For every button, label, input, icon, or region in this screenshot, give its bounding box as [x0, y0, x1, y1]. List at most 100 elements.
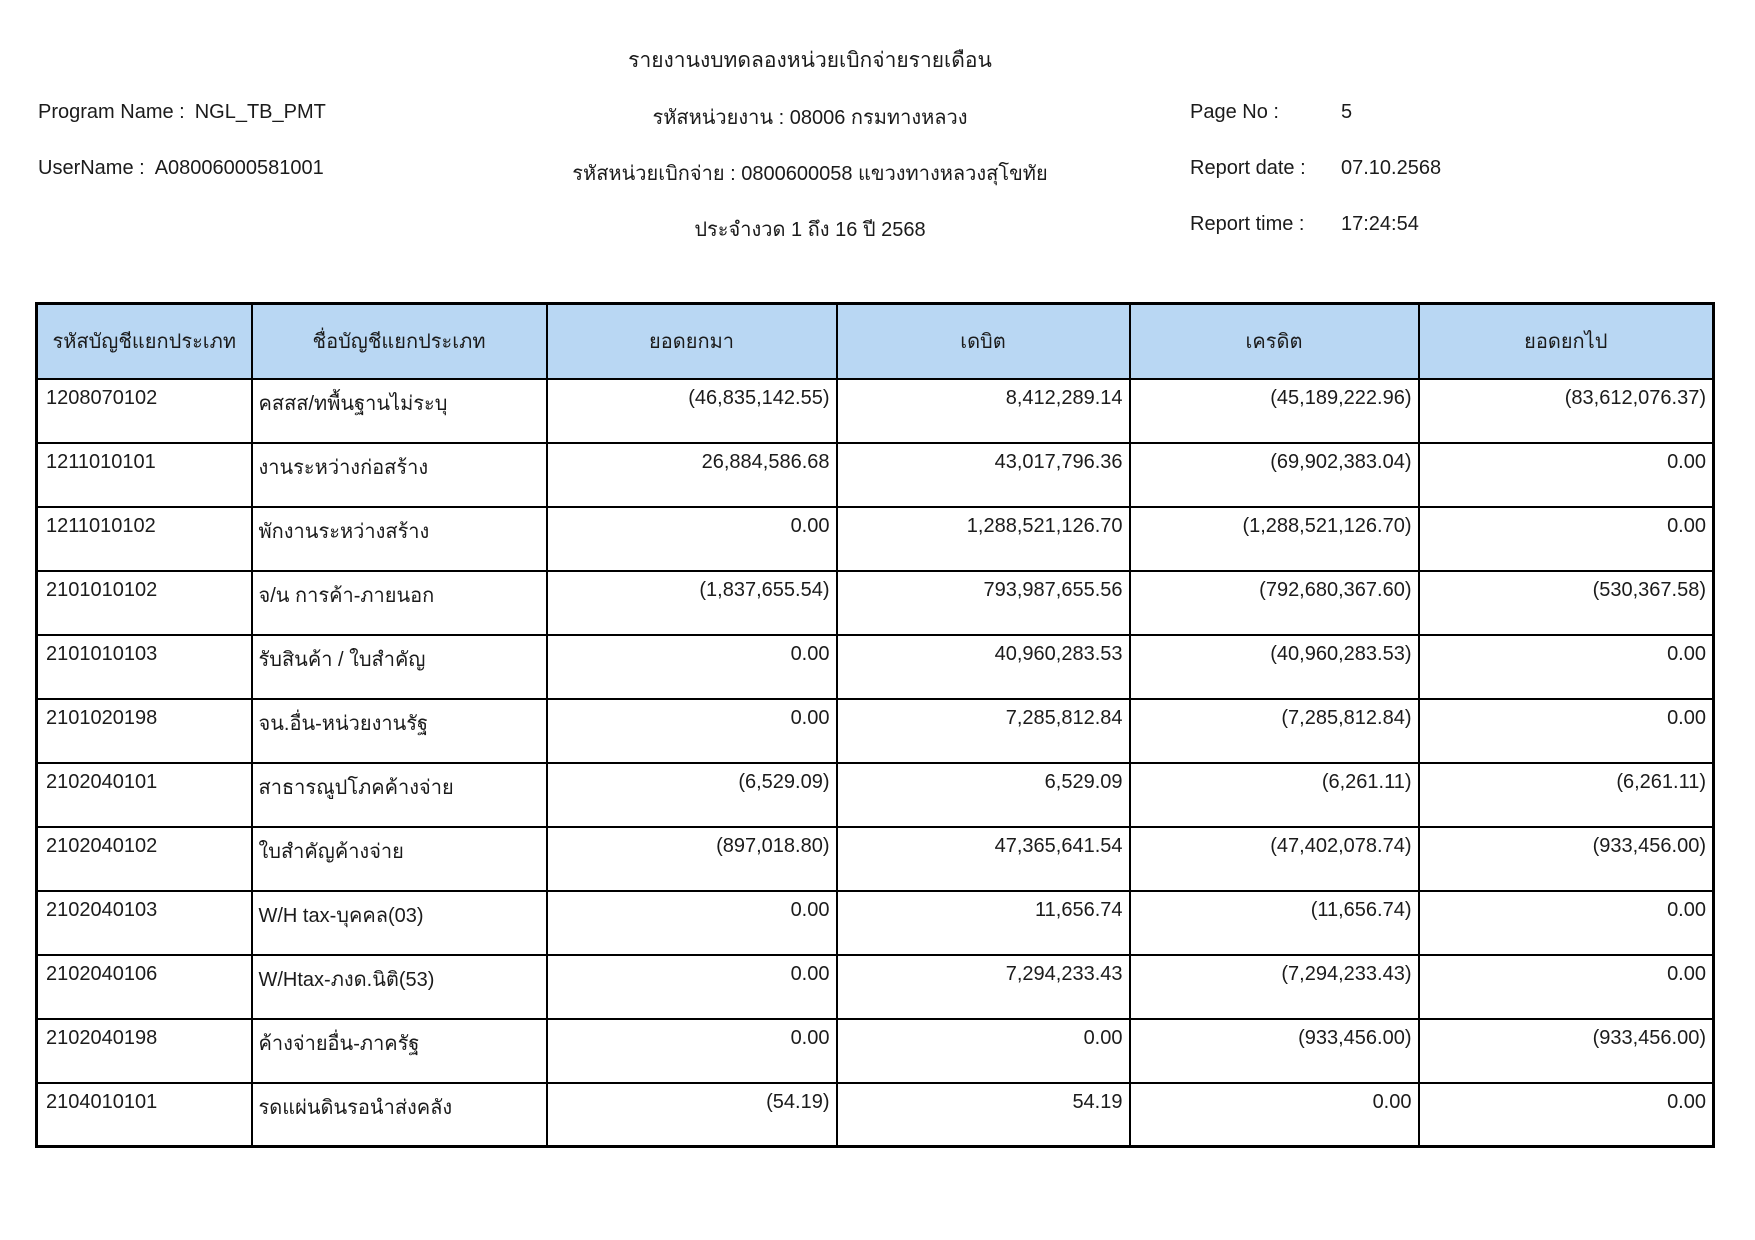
account-name-cell: สาธารณูปโภคค้างจ่าย	[250, 761, 548, 828]
credit-cell: (6,261.11)	[1128, 761, 1420, 828]
report-date-value: 07.10.2568	[1341, 157, 1442, 179]
closing-balance-cell: 0.00	[1417, 889, 1715, 956]
table-row: 2102040198 ค้างจ่ายอื่น-ภาครัฐ 0.00 0.00 (93…	[35, 1017, 1715, 1084]
disbursement-unit-line: รหัสหน่วยเบิกจ่าย : 0800600058 แขวงทางหล…	[572, 163, 1048, 185]
opening-balance-cell: (46,835,142.55)	[545, 377, 838, 444]
debit-cell: 40,960,283.53	[835, 633, 1131, 700]
table-row: 2101010103 รับสินค้า / ใบสำคัญ 0.00 40,960,…	[35, 633, 1715, 700]
debit-cell: 6,529.09	[835, 761, 1131, 828]
closing-balance-cell: 0.00	[1417, 697, 1715, 764]
account-name-cell: ใบสำคัญค้างจ่าย	[250, 825, 548, 892]
table-header-row: รหัสบัญชีแยกประเภท ชื่อบัญชีแยกประเภท ยอ…	[35, 302, 1715, 380]
closing-balance-cell: 0.00	[1417, 505, 1715, 572]
table-row: 2102040101 สาธารณูปโภคค้างจ่าย (6,529.09) 6…	[35, 761, 1715, 828]
account-name-cell: งานระหว่างก่อสร้าง	[250, 441, 548, 508]
closing-balance-cell: (933,456.00)	[1417, 1017, 1715, 1084]
period-line: ประจำงวด 1 ถึง 16 ปี 2568	[694, 219, 926, 241]
report-date-label: Report date :	[1190, 157, 1306, 179]
col-header-debit: เดบิต	[835, 302, 1131, 380]
account-name-cell: รับสินค้า / ใบสำคัญ	[250, 633, 548, 700]
username-label: UserName :	[38, 157, 145, 179]
credit-cell: (45,189,222.96)	[1128, 377, 1420, 444]
account-name-cell: W/H tax-บุคคล(03)	[250, 889, 548, 956]
account-code-cell: 1208070102	[35, 377, 253, 444]
closing-balance-cell: (83,612,076.37)	[1417, 377, 1715, 444]
page-title: รายงานงบทดลองหน่วยเบิกจ่ายรายเดือน	[628, 49, 992, 72]
opening-balance-cell: 26,884,586.68	[545, 441, 838, 508]
credit-cell: (47,402,078.74)	[1128, 825, 1420, 892]
opening-balance-cell: 0.00	[545, 633, 838, 700]
opening-balance-cell: 0.00	[545, 505, 838, 572]
opening-balance-cell: (6,529.09)	[545, 761, 838, 828]
page-no-label: Page No :	[1190, 101, 1279, 123]
debit-cell: 7,294,233.43	[835, 953, 1131, 1020]
table-row: 1211010102 พักงานระหว่างสร้าง 0.00 1,288,52…	[35, 505, 1715, 572]
account-name-cell: จน.อื่น-หน่วยงานรัฐ	[250, 697, 548, 764]
account-code-cell: 2102040102	[35, 825, 253, 892]
table-row: 2102040102 ใบสำคัญค้างจ่าย (897,018.80) 47,…	[35, 825, 1715, 892]
opening-balance-cell: 0.00	[545, 953, 838, 1020]
credit-cell: 0.00	[1128, 1081, 1420, 1148]
opening-balance-cell: 0.00	[545, 889, 838, 956]
closing-balance-cell: 0.00	[1417, 953, 1715, 1020]
closing-balance-cell: (933,456.00)	[1417, 825, 1715, 892]
opening-balance-cell: (897,018.80)	[545, 825, 838, 892]
credit-cell: (11,656.74)	[1128, 889, 1420, 956]
closing-balance-cell: (530,367.58)	[1417, 569, 1715, 636]
credit-cell: (792,680,367.60)	[1128, 569, 1420, 636]
account-name-cell: รดแผ่นดินรอนำส่งคลัง	[250, 1081, 548, 1148]
username-line: UserName : A08006000581001	[38, 157, 324, 180]
program-name-value: NGL_TB_PMT	[194, 101, 326, 123]
account-code-cell: 2102040198	[35, 1017, 253, 1084]
account-code-cell: 2101010102	[35, 569, 253, 636]
opening-balance-cell: (54.19)	[545, 1081, 838, 1148]
table-row: 2104010101 รดแผ่นดินรอนำส่งคลัง (54.19) 54.…	[35, 1081, 1715, 1148]
closing-balance-cell: 0.00	[1417, 633, 1715, 700]
agency-code-line: รหัสหน่วยงาน : 08006 กรมทางหลวง	[652, 107, 968, 129]
table-row: 1211010101 งานระหว่างก่อสร้าง 26,884,586.6…	[35, 441, 1715, 508]
col-header-account-name: ชื่อบัญชีแยกประเภท	[250, 302, 548, 380]
closing-balance-cell: 0.00	[1417, 441, 1715, 508]
debit-cell: 793,987,655.56	[835, 569, 1131, 636]
report-time-label: Report time :	[1190, 213, 1305, 235]
closing-balance-cell: (6,261.11)	[1417, 761, 1715, 828]
debit-cell: 8,412,289.14	[835, 377, 1131, 444]
account-code-cell: 2101020198	[35, 697, 253, 764]
debit-cell: 54.19	[835, 1081, 1131, 1148]
credit-cell: (69,902,383.04)	[1128, 441, 1420, 508]
account-name-cell: จ/น การค้า-ภายนอก	[250, 569, 548, 636]
col-header-closing-balance: ยอดยกไป	[1417, 302, 1715, 380]
debit-cell: 11,656.74	[835, 889, 1131, 956]
table-row: 1208070102 คสสส/ทพื้นฐานไม่ระบุ (46,835,14…	[35, 377, 1715, 444]
col-header-opening-balance: ยอดยกมา	[545, 302, 838, 380]
account-code-cell: 2104010101	[35, 1081, 253, 1148]
account-name-cell: คสสส/ทพื้นฐานไม่ระบุ	[250, 377, 548, 444]
opening-balance-cell: (1,837,655.54)	[545, 569, 838, 636]
account-name-cell: พักงานระหว่างสร้าง	[250, 505, 548, 572]
credit-cell: (7,294,233.43)	[1128, 953, 1420, 1020]
program-name-line: Program Name : NGL_TB_PMT	[38, 101, 326, 124]
col-header-credit: เครดิต	[1128, 302, 1420, 380]
account-code-cell: 1211010101	[35, 441, 253, 508]
table-row: 2102040103 W/H tax-บุคคล(03) 0.00 11,656.74…	[35, 889, 1715, 956]
report-time-value: 17:24:54	[1341, 213, 1419, 235]
account-code-cell: 2102040101	[35, 761, 253, 828]
table-row: 2101020198 จน.อื่น-หน่วยงานรัฐ 0.00 7,285,8…	[35, 697, 1715, 764]
account-code-cell: 2101010103	[35, 633, 253, 700]
account-name-cell: W/Htax-ภงด.นิติ(53)	[250, 953, 548, 1020]
account-code-cell: 2102040103	[35, 889, 253, 956]
table-row: 2101010102 จ/น การค้า-ภายนอก (1,837,655.54…	[35, 569, 1715, 636]
account-name-cell: ค้างจ่ายอื่น-ภาครัฐ	[250, 1017, 548, 1084]
credit-cell: (7,285,812.84)	[1128, 697, 1420, 764]
credit-cell: (40,960,283.53)	[1128, 633, 1420, 700]
opening-balance-cell: 0.00	[545, 697, 838, 764]
username-value: A08006000581001	[154, 157, 324, 179]
debit-cell: 1,288,521,126.70	[835, 505, 1131, 572]
opening-balance-cell: 0.00	[545, 1017, 838, 1084]
page-no-value: 5	[1341, 101, 1353, 123]
col-header-account-code: รหัสบัญชีแยกประเภท	[35, 302, 253, 380]
account-code-cell: 2102040106	[35, 953, 253, 1020]
closing-balance-cell: 0.00	[1417, 1081, 1715, 1148]
trial-balance-table-wrap: รหัสบัญชีแยกประเภท ชื่อบัญชีแยกประเภท ยอ…	[35, 302, 1715, 1148]
credit-cell: (1,288,521,126.70)	[1128, 505, 1420, 572]
